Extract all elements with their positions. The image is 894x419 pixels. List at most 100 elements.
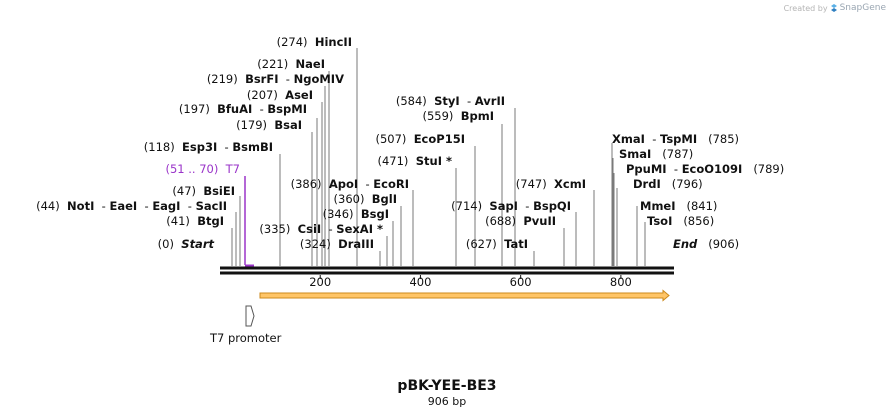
site-label[interactable]: (346) BsgI: [323, 207, 389, 221]
site-label[interactable]: (559) BpmI: [422, 109, 494, 123]
t7-promoter-icon[interactable]: [245, 305, 255, 327]
site-label[interactable]: (335) CsiI - SexAI *: [259, 222, 383, 236]
site-label[interactable]: PpuMI - EcoO109I (789): [626, 162, 784, 176]
spacer: [290, 222, 297, 236]
spacer: [408, 154, 415, 168]
site-label[interactable]: End (906): [673, 237, 739, 251]
enzyme-name: PvuII: [523, 214, 556, 228]
name-separator: -: [358, 177, 373, 191]
spacer: [308, 35, 315, 49]
spacer: [322, 177, 329, 191]
site-labels: (274) HincII(221) NaeI(219) BsrFI - NgoM…: [36, 35, 784, 251]
site-position: (346): [323, 207, 354, 221]
spacer: [742, 162, 753, 176]
axis-ticks: 200 400 600 800: [309, 275, 632, 289]
site-label[interactable]: (274) HincII: [277, 35, 352, 49]
enzyme-name: SacII: [196, 199, 227, 213]
spacer: [672, 214, 683, 228]
site-position: (787): [662, 147, 693, 161]
site-label[interactable]: TsoI (856): [647, 214, 714, 228]
site-label[interactable]: (688) PvuII: [485, 214, 556, 228]
site-label[interactable]: (118) Esp3I - BsmBI: [144, 140, 273, 154]
feature-position: (51 .. 70): [165, 162, 218, 176]
spacer: [210, 102, 217, 116]
enzyme-name: AseI: [285, 88, 313, 102]
site-label[interactable]: (324) DraIII: [300, 237, 374, 251]
enzyme-name: EcoRI: [373, 177, 409, 191]
site-label[interactable]: (386) ApoI - EcoRI: [291, 177, 409, 191]
site-label[interactable]: (747) XcmI: [516, 177, 586, 191]
enzyme-name: BsgI: [361, 207, 389, 221]
spacer: [238, 72, 245, 86]
spacer: [267, 118, 274, 132]
site-label[interactable]: SmaI (787): [619, 147, 693, 161]
enzyme-name: MmeI: [640, 199, 676, 213]
site-label[interactable]: (627) TatI: [466, 237, 528, 251]
enzyme-name: SmaI: [619, 147, 651, 161]
enzyme-name: HincII: [315, 35, 352, 49]
site-position: (747): [516, 177, 547, 191]
site-label[interactable]: (219) BsrFI - NgoMIV: [207, 72, 344, 86]
enzyme-name: TatI: [504, 237, 528, 251]
name-separator: -: [137, 199, 152, 213]
site-position: (841): [686, 199, 717, 213]
spacer: [676, 199, 687, 213]
enzyme-name: BsrFI: [245, 72, 278, 86]
site-label[interactable]: (221) NaeI: [257, 57, 325, 71]
site-position: (324): [300, 237, 331, 251]
site-label[interactable]: (207) AseI: [247, 88, 313, 102]
enzyme-name: Esp3I: [182, 140, 217, 154]
enzyme-name: StyI: [434, 94, 460, 108]
site-label[interactable]: (41) BtgI: [166, 214, 224, 228]
site-position: (796): [672, 177, 703, 191]
site-label[interactable]: (0) Start: [158, 237, 215, 251]
map-title-block: pBK-YEE-BE3 906 bp: [0, 378, 894, 408]
enzyme-name: BspQI: [533, 199, 571, 213]
site-position: (219): [207, 72, 238, 86]
name-separator: -: [278, 72, 293, 86]
site-label[interactable]: (714) SapI - BspQI: [451, 199, 571, 213]
site-label[interactable]: DrdI (796): [633, 177, 703, 191]
site-position: (584): [396, 94, 427, 108]
enzyme-name: CsiI: [298, 222, 322, 236]
orf-arrow[interactable]: [259, 289, 670, 302]
enzyme-name: NotI: [67, 199, 94, 213]
name-separator: -: [645, 132, 660, 146]
site-label[interactable]: MmeI (841): [640, 199, 717, 213]
enzyme-name: BsaI: [274, 118, 302, 132]
enzyme-name: StuI *: [416, 154, 452, 168]
site-label[interactable]: (47) BsiEI: [172, 184, 235, 198]
snapgene-logo-icon: [830, 4, 837, 12]
spacer: [651, 147, 662, 161]
enzyme-name: Start: [181, 237, 214, 251]
enzyme-name: EagI: [152, 199, 180, 213]
name-separator: -: [518, 199, 533, 213]
site-label[interactable]: (471) StuI *: [377, 154, 452, 168]
site-label[interactable]: (584) StyI - AvrII: [396, 94, 505, 108]
enzyme-name: BsmBI: [232, 140, 273, 154]
site-label[interactable]: (360) BglI: [334, 192, 397, 206]
site-label[interactable]: (197) BfuAI - BspMI: [179, 102, 307, 116]
spacer: [661, 177, 672, 191]
site-position: (44): [36, 199, 60, 213]
spacer: [278, 88, 285, 102]
spacer: [174, 237, 181, 251]
site-label[interactable]: (44) NotI - EaeI - EagI - SacII: [36, 199, 227, 213]
snapgene-credit: Created by SnapGene: [784, 3, 886, 13]
site-position: (335): [259, 222, 290, 236]
site-label[interactable]: XmaI - TspMI (785): [612, 132, 739, 146]
site-label[interactable]: (507) EcoP15I: [375, 132, 465, 146]
spacer: [354, 207, 361, 221]
plasmid-length: 906 bp: [427, 395, 467, 408]
feature-label[interactable]: (51 .. 70) T7: [165, 162, 240, 176]
feature-name: T7: [225, 162, 240, 176]
spacer: [331, 237, 338, 251]
enzyme-name: EaeI: [109, 199, 137, 213]
t7-promoter-label: T7 promoter: [209, 331, 282, 345]
site-label[interactable]: (179) BsaI: [236, 118, 302, 132]
enzyme-name: BspMI: [267, 102, 307, 116]
spacer: [190, 214, 197, 228]
name-separator: -: [460, 94, 475, 108]
site-position: (507): [375, 132, 406, 146]
enzyme-name: NgoMIV: [294, 72, 344, 86]
